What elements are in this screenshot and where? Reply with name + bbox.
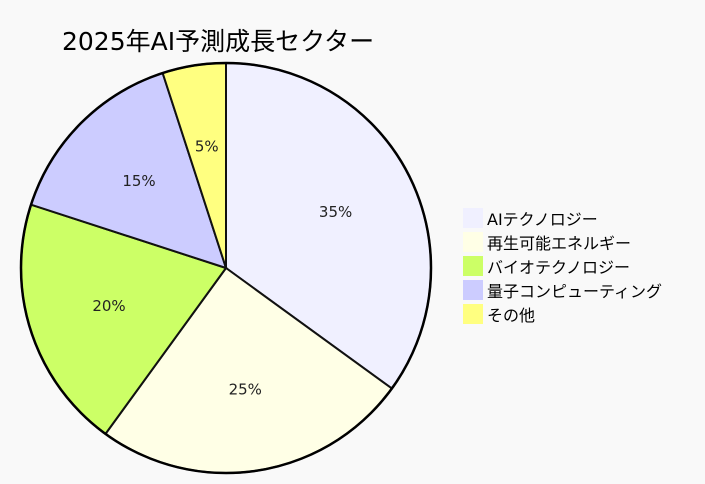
legend-label-2: バイオテクノロジー [487, 258, 631, 277]
legend: AIテクノロジー再生可能エネルギー バイオテクノロジー量子コンピューティング その他 [463, 206, 662, 326]
legend-label-3: 量子コンピューティング [487, 282, 663, 301]
slice-label-1: 25% [229, 380, 262, 398]
legend-label-1: 再生可能エネルギー [487, 234, 632, 253]
legend-item-3: 量子コンピューティング [463, 278, 662, 302]
legend-swatch-1 [463, 232, 483, 252]
legend-swatch-0 [463, 208, 483, 228]
legend-item-2: バイオテクノロジー [463, 254, 662, 278]
slice-label-0: 35% [319, 203, 352, 221]
slice-label-2: 20% [92, 297, 125, 315]
legend-swatch-2 [463, 256, 483, 276]
pie-outline [19, 61, 433, 475]
legend-label-0: AIテクノロジー [487, 210, 598, 229]
legend-label-4: その他 [487, 306, 536, 325]
slice-label-3: 15% [122, 172, 155, 190]
legend-swatch-4 [463, 304, 483, 324]
chart-title: 2025年AI予測成長セクター [62, 27, 375, 56]
slice-label-4: 5% [195, 138, 219, 156]
legend-item-4: その他 [463, 302, 662, 326]
legend-item-1: 再生可能エネルギー [463, 230, 662, 254]
legend-swatch-3 [463, 280, 483, 300]
legend-item-0: AIテクノロジー [463, 206, 662, 230]
